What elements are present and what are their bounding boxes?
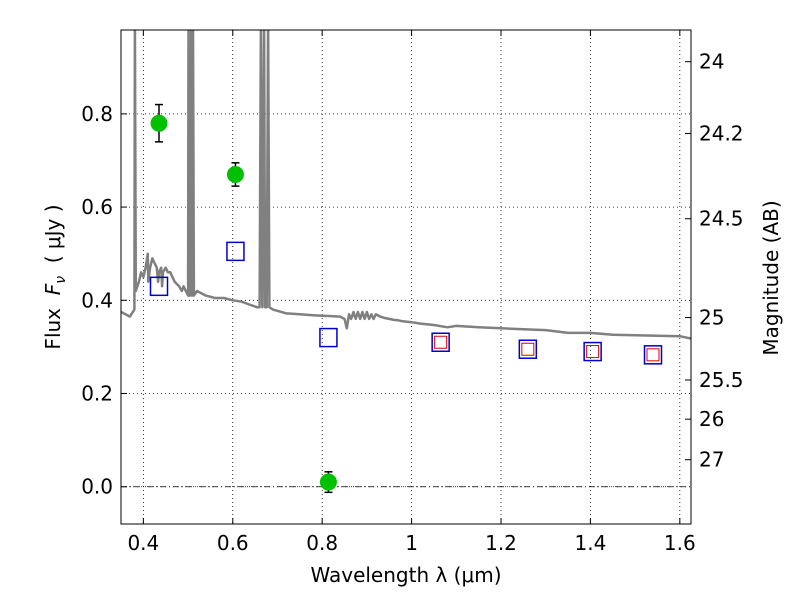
plot-frame (120, 29, 692, 525)
magnitude-tick-label: 25.5 (699, 368, 744, 392)
model-point-square (583, 341, 602, 362)
y-tick-label: 0.2 (81, 382, 113, 406)
model-point-inner-square (586, 345, 600, 359)
observed-point (226, 165, 244, 183)
model-point-square (431, 332, 450, 352)
model-point-square (319, 327, 338, 348)
x-tick-label: 1.2 (485, 531, 517, 555)
x-tick-label: 1 (405, 531, 418, 555)
model-point-square (226, 241, 245, 262)
magnitude-tick-label: 27 (699, 448, 724, 472)
x-tick-label: 1.6 (664, 531, 696, 555)
data-layer (121, 30, 691, 494)
observed-point (319, 473, 337, 491)
tick-layer: 0.4 0.6 0.8 1 1.2 1.4 1.6 0.0 0.2 0.4 0.6 0.8 24 24.2… (81, 30, 744, 555)
y-tick-label: 0.0 (81, 475, 113, 499)
x-tick-label: 1.4 (575, 531, 607, 555)
x-tick-label: 0.8 (306, 531, 338, 555)
model-point-inner-square (521, 342, 535, 356)
grid-layer (121, 30, 691, 524)
magnitude-tick-label: 25 (699, 306, 724, 330)
x-tick-label: 0.4 (127, 531, 159, 555)
model-spectrum-line (121, 30, 691, 340)
y2-axis-label: Magnitude (AB) (759, 200, 783, 355)
y-axis-label-prefix: Flux (41, 295, 65, 349)
model-point-inner-square (434, 335, 448, 349)
y-axis-label-suffix: ( μJy ) (41, 204, 65, 276)
model-point-square (643, 345, 663, 365)
model-point-inner-square (646, 348, 660, 362)
magnitude-tick-label: 24.5 (699, 207, 744, 231)
magnitude-tick-label: 26 (699, 407, 724, 431)
magnitude-tick-label: 24.2 (699, 121, 744, 145)
x-tick-label: 0.6 (217, 531, 249, 555)
model-point-square (518, 339, 538, 359)
y-tick-label: 0.4 (81, 288, 113, 312)
magnitude-tick-label: 24 (699, 50, 724, 74)
y-axis-label-symbol: F (41, 283, 65, 295)
model-point-square (149, 276, 169, 297)
observed-point (150, 114, 168, 132)
y-axis-label-subscript: ν (53, 276, 69, 284)
y-axis-label: Flux Fν ( μJy ) (41, 204, 69, 349)
y-tick-label: 0.8 (81, 102, 113, 126)
x-axis-label: Wavelength λ (μm) (310, 563, 501, 587)
y-tick-label: 0.6 (81, 195, 113, 219)
